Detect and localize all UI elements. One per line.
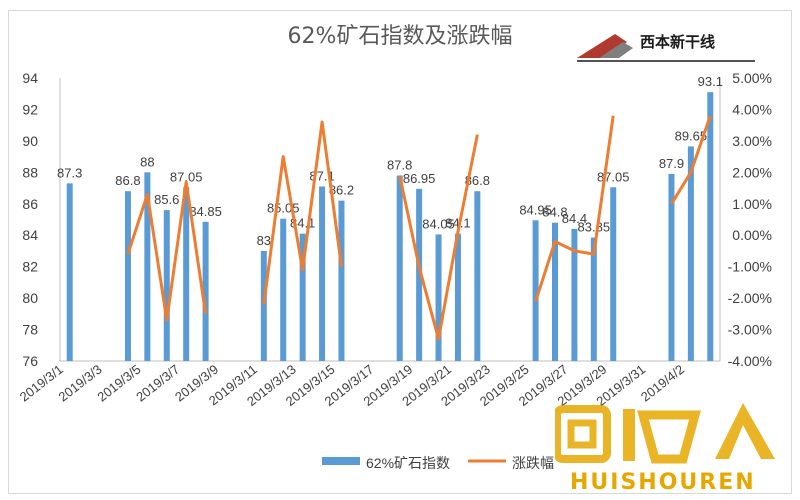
bar-data-label: 89.65 <box>675 128 708 143</box>
bar <box>280 218 287 361</box>
watermark-logo <box>555 403 775 464</box>
bar-data-label: 87.9 <box>659 156 684 171</box>
bar <box>163 210 170 361</box>
y-right-tick-label: -2.00% <box>728 290 772 306</box>
bar-data-label: 86.95 <box>403 171 436 186</box>
y-left-tick-label: 94 <box>22 70 38 86</box>
y-left-tick-label: 92 <box>22 101 38 117</box>
bar <box>202 221 209 361</box>
bar-data-label: 83.85 <box>578 220 611 235</box>
bar-data-label: 87.05 <box>597 169 630 184</box>
bar <box>66 183 73 361</box>
bar <box>668 173 675 361</box>
bar-data-label: 84.8 <box>542 205 567 220</box>
legend-label-line: 涨跌幅 <box>512 455 554 471</box>
bar-data-label: 87.3 <box>57 165 82 180</box>
bar <box>454 233 461 361</box>
y-right-tick-label: -4.00% <box>728 353 772 369</box>
y-left-tick-label: 88 <box>22 164 38 180</box>
bar-data-label: 84.85 <box>189 204 222 219</box>
bar <box>590 237 597 361</box>
bar-data-label: 84.95 <box>519 202 552 217</box>
bar <box>610 187 617 361</box>
bar-data-label: 86.8 <box>465 173 490 188</box>
bar-data-label: 87.8 <box>387 157 412 172</box>
y-left-tick-label: 76 <box>22 353 38 369</box>
bar-data-label: 84.1 <box>445 216 470 231</box>
y-right-tick-label: -3.00% <box>728 322 772 338</box>
bar-data-label: 84.4 <box>562 211 587 226</box>
bar-data-label: 86.8 <box>115 173 140 188</box>
bar <box>416 188 423 361</box>
line-series <box>126 115 712 341</box>
bar <box>474 191 481 361</box>
legend-label-bars: 62%矿石指数 <box>366 455 450 471</box>
bar-data-label: 83 <box>257 233 271 248</box>
brand-logo-text: 西本新干线 <box>640 33 716 51</box>
brand-logo <box>577 34 755 62</box>
bar-data-label: 84.05 <box>422 216 455 231</box>
y-right-tick-label: 3.00% <box>732 133 772 149</box>
y-right-tick-label: -1.00% <box>728 259 772 275</box>
y-left-tick-label: 86 <box>22 196 38 212</box>
y-right-tick-label: 1.00% <box>732 196 772 212</box>
bar <box>532 220 539 361</box>
watermark-text: HUISHOUREN <box>570 470 756 495</box>
bar <box>338 200 345 361</box>
bar-data-label: 86.2 <box>329 183 354 198</box>
bar <box>124 191 131 361</box>
y-right-tick-label: 2.00% <box>732 164 772 180</box>
bar <box>435 234 442 361</box>
bar <box>319 186 326 361</box>
bar <box>144 172 151 361</box>
y-left-tick-label: 80 <box>22 290 38 306</box>
y-right-tick-label: 0.00% <box>732 227 772 243</box>
chart-title: 62%矿石指数及涨跌幅 <box>287 24 513 49</box>
legend-swatch-bars <box>322 457 360 465</box>
bar <box>687 146 694 361</box>
bar <box>299 233 306 361</box>
chart-frame <box>8 10 792 494</box>
bar <box>396 175 403 361</box>
x-tick-label: 2019/3/7 <box>133 362 182 405</box>
bar-data-label: 93.1 <box>698 74 723 89</box>
y-left-tick-label: 78 <box>22 322 38 338</box>
bar-data-label: 87.05 <box>170 169 203 184</box>
bar <box>183 187 190 361</box>
bar <box>707 92 714 362</box>
bar-data-label: 85.6 <box>154 192 179 207</box>
bar <box>552 222 558 361</box>
bar-data-label: 88 <box>140 154 154 169</box>
y-right-tick-label: 4.00% <box>732 101 772 117</box>
y-left-tick-label: 84 <box>22 227 38 243</box>
x-tick-label: 2019/3/5 <box>94 362 143 405</box>
y-left-tick-label: 90 <box>22 133 38 149</box>
bar <box>571 228 578 361</box>
bar-data-label: 85.05 <box>267 201 300 216</box>
y-right-tick-label: 5.00% <box>732 70 772 86</box>
bar <box>260 250 267 361</box>
y-left-tick-label: 82 <box>22 259 38 275</box>
x-tick-label: 2019/3/3 <box>56 362 105 405</box>
